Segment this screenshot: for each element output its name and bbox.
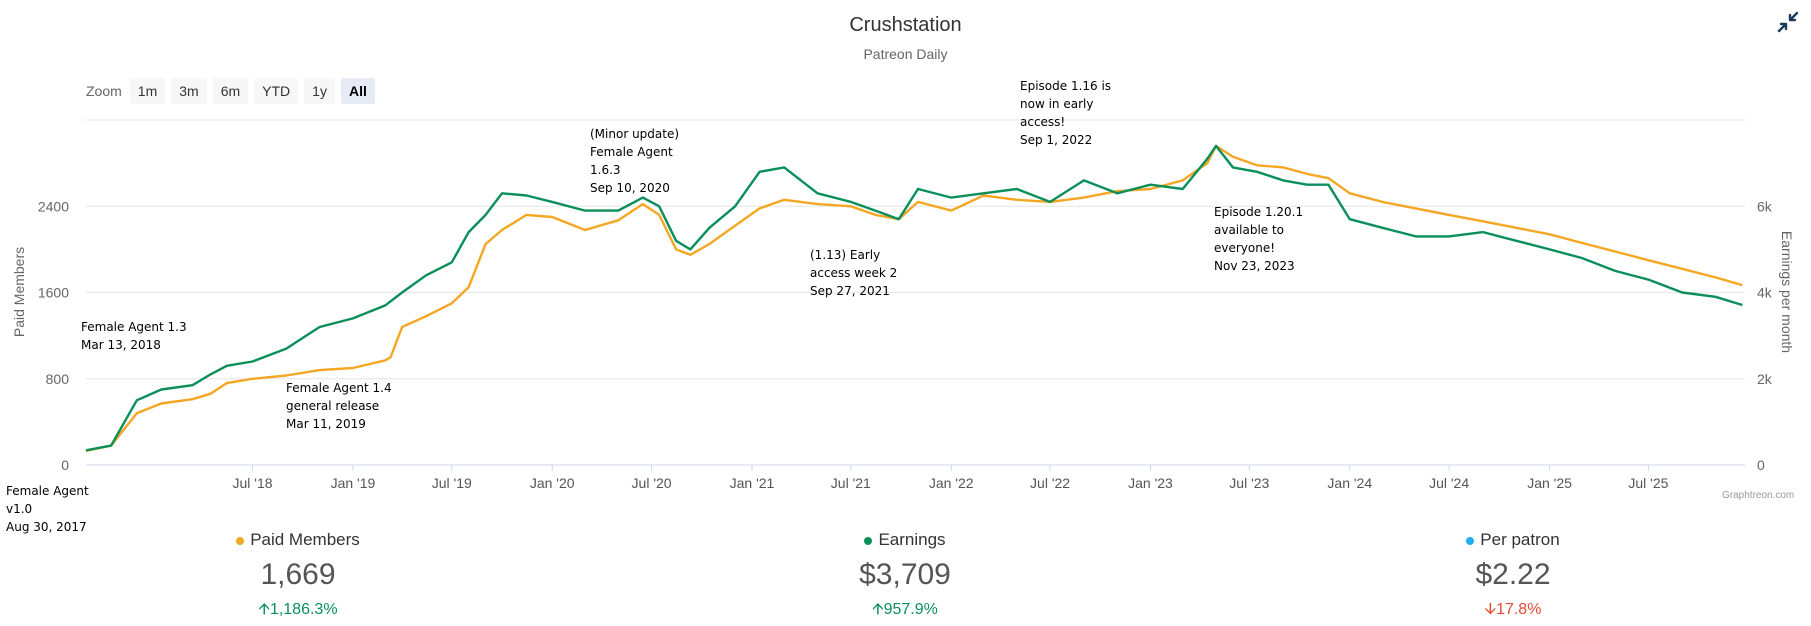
x-tick-label: Jul '24 [1429, 475, 1469, 491]
annotation-line: Sep 27, 2021 [810, 284, 890, 298]
x-tick-label: Jul '21 [831, 475, 871, 491]
stat-per-patron: Per patron $2.22 🡫17.8% [1363, 530, 1663, 625]
chart-annotation: Female Agent 1.4 general release Mar 11, 2… [286, 381, 392, 431]
x-tick-label: Jul '25 [1628, 475, 1668, 491]
stat-change: 🡩1,186.3% [258, 601, 338, 618]
series-line-earnings [85, 144, 1743, 452]
x-tick-label: Jul '22 [1030, 475, 1070, 491]
stat-value: 1,669 [260, 558, 336, 591]
stat-change: 🡫17.8% [1484, 601, 1542, 618]
x-tick-label: Jan '24 [1327, 475, 1372, 491]
zoom-all-button[interactable]: All [340, 78, 375, 104]
credit-link[interactable]: Graphtreon.com [1722, 490, 1795, 501]
stat-earnings: Earnings $3,709 🡩957.9% [755, 530, 1055, 625]
annotation-line: access! [1020, 115, 1065, 129]
stat-label: Paid Members [250, 530, 360, 549]
y-right-tick-label: 4k [1757, 285, 1773, 301]
x-tick-label: Jul '18 [232, 475, 272, 491]
annotation-line: Female Agent [590, 145, 673, 159]
y-left-axis-title: Paid Members [11, 247, 27, 337]
stat-label: Earnings [878, 530, 946, 549]
y-left-tick-label: 0 [61, 457, 69, 473]
annotation-line: Sep 1, 2022 [1020, 133, 1092, 147]
zoom-ytd-button[interactable]: YTD [254, 78, 299, 104]
stat-value: $3,709 [859, 558, 951, 591]
annotation-line: now in early [1020, 97, 1093, 111]
x-tick-label: Jul '23 [1229, 475, 1269, 491]
series-line-paid-members [85, 144, 1743, 453]
x-tick-label: Jan '22 [929, 475, 974, 491]
annotation-line: Female Agent 1.4 [286, 381, 392, 395]
x-tick-label: Jan '20 [530, 475, 575, 491]
annotation-line: Female Agent [6, 484, 89, 498]
y-right-tick-label: 0 [1757, 457, 1765, 473]
chart-annotation: (1.13) Early access week 2 Sep 27, 2021 [810, 248, 897, 298]
y-left-tick-label: 800 [46, 371, 70, 387]
exit-fullscreen-button[interactable] [1776, 10, 1800, 34]
annotation-line: Mar 11, 2019 [286, 417, 366, 431]
annotation-line: Female Agent 1.3 [81, 320, 187, 334]
x-tick-label: Jan '25 [1527, 475, 1572, 491]
zoom-1y-button[interactable]: 1y [304, 78, 335, 104]
chart-title: Crushstation [849, 14, 962, 36]
annotation-line: (Minor update) [590, 127, 679, 141]
collapse-icon [1777, 11, 1799, 33]
zoom-1m-button[interactable]: 1m [129, 78, 166, 104]
annotation-line: Episode 1.20.1 [1214, 205, 1303, 219]
annotation-line: Mar 13, 2018 [81, 338, 161, 352]
y-left-tick-label: 2400 [38, 198, 69, 214]
annotation-line: (1.13) Early [810, 248, 880, 262]
annotation-line: access week 2 [810, 266, 897, 280]
annotation-line: v1.0 [6, 502, 32, 516]
chart-annotation: Episode 1.16 is now in early access! Sep 1,… [1020, 79, 1111, 147]
chart-annotation: Female Agent 1.3 Mar 13, 2018 [81, 320, 187, 352]
x-tick-label: Jul '20 [632, 475, 672, 491]
x-tick-label: Jan '21 [730, 475, 775, 491]
zoom-label: Zoom [86, 83, 122, 99]
chart-annotation: Female Agent v1.0 Aug 30, 2017 [6, 484, 89, 534]
arrow-up-icon: 🡩 [258, 601, 270, 618]
annotation-line: Nov 23, 2023 [1214, 259, 1295, 273]
chart-annotation: Episode 1.20.1 available to everyone! Nov 2… [1214, 205, 1303, 273]
x-tick-label: Jan '19 [331, 475, 376, 491]
zoom-6m-button[interactable]: 6m [212, 78, 249, 104]
annotation-line: Aug 30, 2017 [6, 520, 87, 534]
members-dot-icon [236, 536, 245, 545]
stat-value: $2.22 [1475, 558, 1551, 591]
chart-subtitle: Patreon Daily [863, 46, 948, 62]
stat-change: 🡩957.9% [872, 601, 938, 618]
y-left-tick-label: 1600 [38, 285, 69, 301]
y-right-tick-label: 6k [1757, 198, 1773, 214]
per-patron-dot-icon [1466, 536, 1475, 545]
chart-annotation: (Minor update) Female Agent 1.6.3 Sep 10, 2… [590, 127, 679, 195]
annotation-line: 1.6.3 [590, 163, 621, 177]
y-right-axis-title: Earnings per month [1779, 231, 1795, 353]
x-tick-label: Jul '19 [432, 475, 472, 491]
earnings-dot-icon [864, 536, 873, 545]
annotation-line: everyone! [1214, 241, 1275, 255]
x-tick-label: Jan '23 [1128, 475, 1173, 491]
annotation-line: general release [286, 399, 379, 413]
zoom-controls: Zoom 1m 3m 6m YTD 1y All [86, 78, 375, 104]
stat-paid-members: Paid Members 1,669 🡩1,186.3% [148, 530, 448, 625]
arrow-up-icon: 🡩 [872, 601, 884, 618]
zoom-3m-button[interactable]: 3m [171, 78, 207, 104]
y-right-tick-label: 2k [1757, 371, 1773, 387]
arrow-down-icon: 🡫 [1484, 601, 1497, 618]
annotation-line: Episode 1.16 is [1020, 79, 1111, 93]
annotation-line: Sep 10, 2020 [590, 181, 670, 195]
annotation-line: available to [1214, 223, 1284, 237]
stat-label: Per patron [1480, 530, 1560, 549]
